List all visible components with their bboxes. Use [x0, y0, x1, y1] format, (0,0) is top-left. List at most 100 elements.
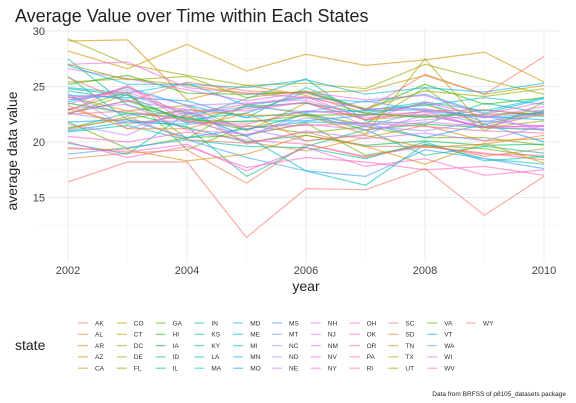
- legend-item-nh: NH: [310, 320, 337, 327]
- legend-item-wy: WY: [466, 320, 494, 327]
- x-tick-label: 2006: [294, 265, 318, 277]
- legend-label: MN: [250, 354, 260, 361]
- series-line-wa: [67, 93, 545, 119]
- series-line-az: [67, 39, 545, 125]
- legend-label: MI: [250, 343, 257, 350]
- series-line-dc: [67, 38, 545, 95]
- legend-item-nc: NC: [272, 343, 299, 350]
- legend-label: DC: [134, 343, 144, 350]
- series-line-ny: [67, 85, 545, 129]
- legend-item-dc: DC: [116, 343, 144, 350]
- series-line-wy: [67, 55, 545, 111]
- legend-item-ms: MS: [272, 320, 299, 327]
- legend-label: NM: [328, 343, 338, 350]
- legend-item-id: ID: [155, 354, 179, 361]
- legend-item-in: IN: [194, 320, 218, 327]
- legend-item-il: IL: [155, 366, 178, 373]
- legend-item-ne: NE: [272, 366, 299, 373]
- legend-item-ga: GA: [155, 320, 183, 327]
- legend-label: LA: [211, 354, 220, 361]
- y-axis-title: average data value: [4, 91, 20, 210]
- legend-label: OH: [367, 320, 377, 327]
- legend-item-hi: HI: [155, 332, 179, 339]
- legend-item-ny: NY: [310, 366, 338, 373]
- series-line-wi: [67, 100, 545, 132]
- legend-label: TX: [405, 354, 414, 361]
- legend-item-sc: SC: [388, 320, 415, 327]
- series-lines: [67, 38, 545, 239]
- legend-label: VT: [444, 332, 452, 339]
- legend-item-vt: VT: [427, 332, 453, 339]
- series-line-ms: [67, 139, 545, 178]
- legend-item-wi: WI: [427, 354, 452, 361]
- series-line-ut: [67, 63, 545, 110]
- legend-item-ar: AR: [78, 343, 104, 350]
- legend-label: GA: [173, 320, 183, 327]
- legend-item-co: CO: [116, 320, 144, 327]
- legend-item-pa: PA: [349, 354, 376, 361]
- legend-title: state: [15, 337, 46, 353]
- legend-label: KY: [211, 343, 220, 350]
- chart-title: Average Value over Time within Each Stat…: [15, 6, 369, 26]
- legend-item-mi: MI: [233, 343, 258, 350]
- legend-label: NC: [289, 343, 299, 350]
- legend-label: ND: [289, 354, 299, 361]
- y-tick-label: 30: [33, 26, 45, 38]
- legend-item-la: LA: [194, 354, 220, 361]
- legend-item-ca: CA: [78, 366, 105, 373]
- legend-item-md: MD: [233, 320, 261, 327]
- legend-label: KS: [211, 332, 220, 339]
- series-line-fl: [67, 91, 545, 151]
- legend-item-de: DE: [116, 354, 143, 361]
- legend-label: CA: [95, 366, 105, 373]
- legend-label: NE: [289, 366, 299, 373]
- legend-label: NJ: [328, 332, 336, 339]
- series-line-nc: [67, 112, 545, 136]
- series-line-il: [67, 88, 545, 124]
- legend-label: NY: [328, 366, 338, 373]
- series-line-sd: [67, 104, 545, 149]
- legend-label: AK: [95, 320, 104, 327]
- legend-item-ut: UT: [388, 366, 414, 373]
- legend-item-mo: MO: [233, 366, 261, 373]
- series-line-oh: [67, 131, 545, 158]
- legend-item-va: VA: [427, 320, 453, 327]
- legend-item-ma: MA: [194, 366, 222, 373]
- legend-label: IN: [211, 320, 218, 327]
- series-line-ak: [67, 161, 545, 239]
- y-tick-label: 25: [33, 82, 45, 94]
- y-tick-label: 15: [33, 193, 45, 205]
- legend-label: MS: [289, 320, 299, 327]
- x-tick-label: 2004: [175, 265, 199, 277]
- legend-item-nv: NV: [310, 354, 338, 361]
- y-axis-ticks: 15 20 25 30: [33, 26, 45, 205]
- legend-item-or: OR: [349, 343, 377, 350]
- series-line-wv: [67, 143, 545, 176]
- legend-label: MD: [250, 320, 260, 327]
- legend-label: CT: [134, 332, 143, 339]
- legend-label: OR: [367, 343, 377, 350]
- legend-item-ky: KY: [194, 343, 221, 350]
- legend-item-ok: OK: [349, 332, 377, 339]
- series-line-vt: [67, 64, 545, 95]
- legend-label: AL: [95, 332, 103, 339]
- legend-item-sd: SD: [388, 332, 415, 339]
- legend-label: RI: [367, 366, 374, 373]
- legend-item-al: AL: [78, 332, 103, 339]
- legend-item-oh: OH: [349, 320, 377, 327]
- legend-label: IA: [173, 343, 180, 350]
- legend-label: NV: [328, 354, 338, 361]
- legend-label: AZ: [95, 354, 103, 361]
- legend-item-ia: IA: [155, 343, 180, 350]
- x-tick-label: 2002: [56, 265, 80, 277]
- legend-label: MA: [211, 366, 221, 373]
- legend-label: PA: [367, 354, 376, 361]
- series-line-nm: [67, 68, 545, 115]
- legend-label: VA: [444, 320, 453, 327]
- legend-label: MT: [289, 332, 298, 339]
- legend-label: MO: [250, 366, 260, 373]
- x-tick-label: 2010: [532, 265, 556, 277]
- series-line-ne: [67, 105, 545, 145]
- legend-item-nj: NJ: [310, 332, 336, 339]
